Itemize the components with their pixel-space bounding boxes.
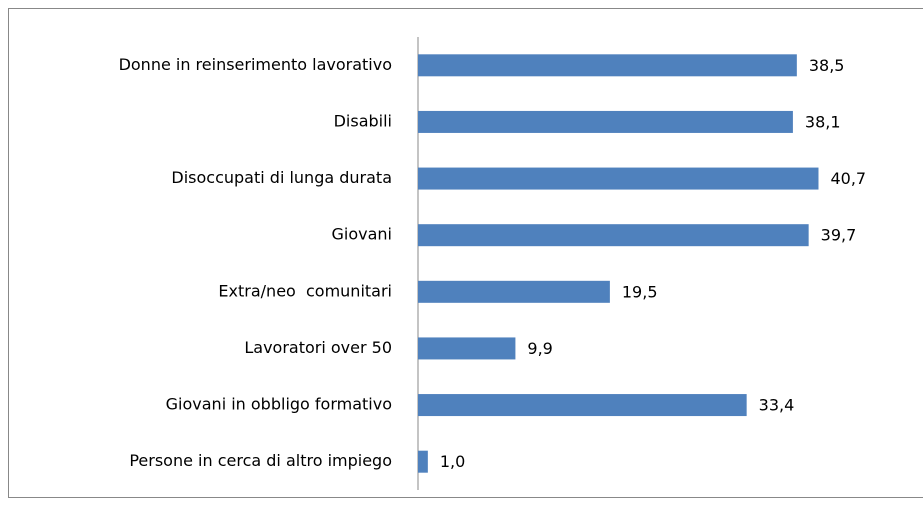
- y-tick-label: Extra/neo comunitari: [218, 281, 392, 300]
- y-tick-label: Persone in cerca di altro impiego: [129, 451, 392, 470]
- y-tick-label: Lavoratori over 50: [244, 338, 392, 357]
- bar: [418, 54, 797, 76]
- value-label: 38,5: [809, 56, 845, 75]
- value-label: 19,5: [622, 282, 658, 301]
- value-label: 9,9: [527, 339, 552, 358]
- y-tick-label: Giovani in obbligo formativo: [166, 395, 392, 414]
- value-label: 39,7: [821, 226, 857, 245]
- y-tick-label: Donne in reinserimento lavorativo: [119, 55, 392, 74]
- y-tick-label: Disabili: [334, 111, 392, 130]
- value-label: 33,4: [759, 396, 795, 415]
- value-label: 38,1: [805, 112, 841, 131]
- bar: [418, 111, 793, 133]
- value-label: 1,0: [440, 452, 465, 471]
- bar: [418, 394, 747, 416]
- bar: [418, 281, 610, 303]
- y-tick-label: Disoccupati di lunga durata: [171, 168, 392, 187]
- bar: [418, 224, 809, 246]
- bar: [418, 451, 428, 473]
- bar: [418, 168, 818, 190]
- bar: [418, 337, 515, 359]
- chart-frame: [9, 9, 923, 498]
- value-label: 40,7: [830, 169, 866, 188]
- y-tick-label: Giovani: [332, 225, 393, 244]
